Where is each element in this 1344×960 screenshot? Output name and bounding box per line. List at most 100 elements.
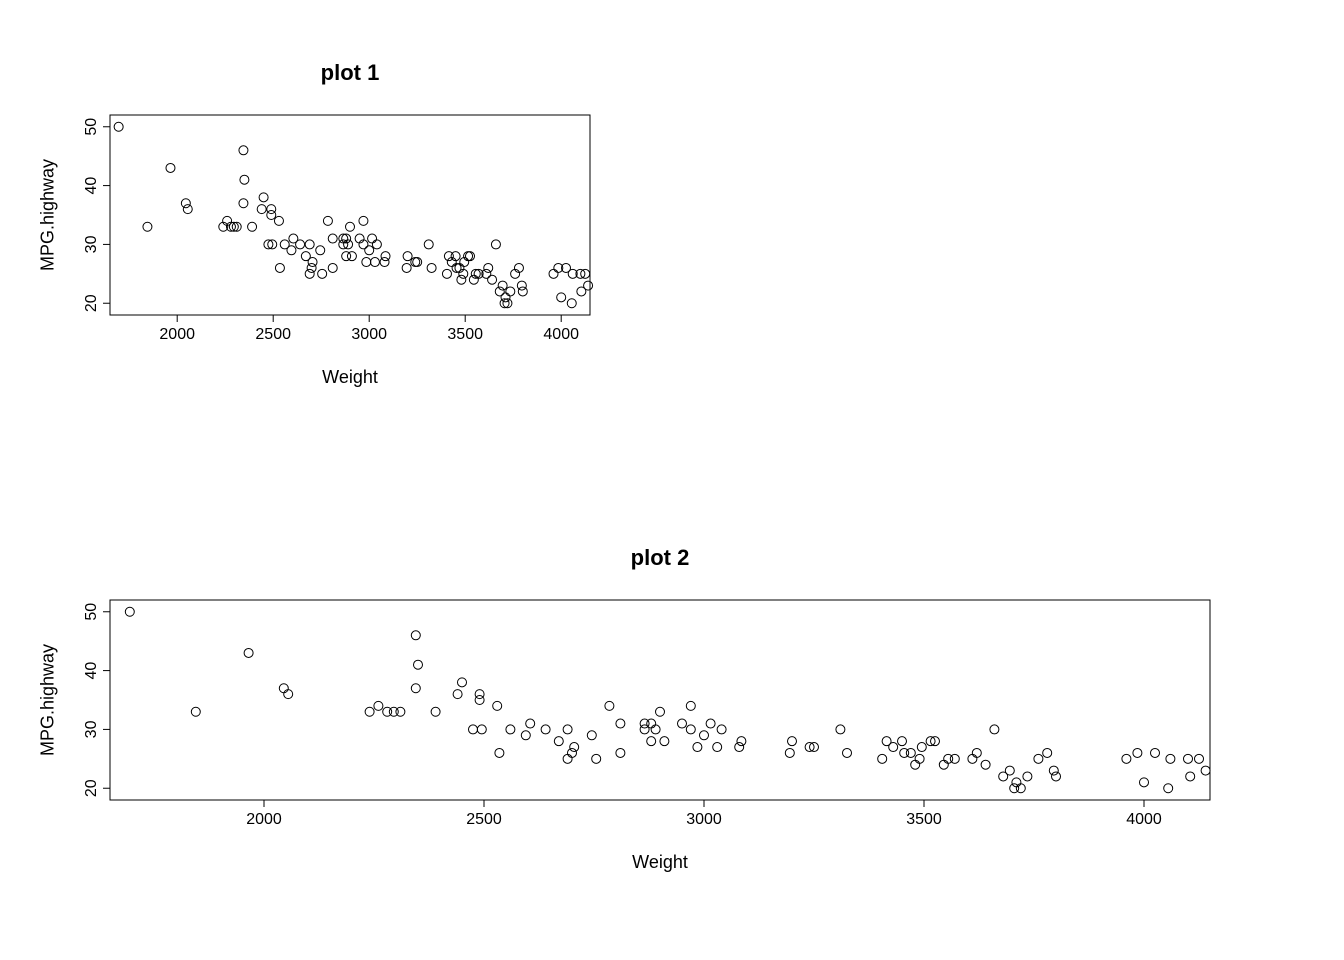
data-point	[1164, 784, 1173, 793]
plot2-title: plot 2	[631, 545, 690, 571]
data-point	[990, 725, 999, 734]
data-point	[557, 293, 566, 302]
plot2: 2000250030003500400020304050	[30, 590, 1220, 860]
data-point	[362, 258, 371, 267]
data-point	[328, 234, 337, 243]
x-tick-label: 2500	[466, 811, 502, 828]
data-point	[257, 205, 266, 214]
data-point	[475, 690, 484, 699]
data-point	[1016, 784, 1025, 793]
data-point	[584, 281, 593, 290]
data-point	[554, 737, 563, 746]
data-point	[469, 275, 478, 284]
x-tick-label: 4000	[543, 326, 579, 343]
data-point	[1166, 754, 1175, 763]
data-point	[411, 684, 420, 693]
data-point	[1184, 754, 1193, 763]
data-point	[1005, 766, 1014, 775]
data-point	[567, 299, 576, 308]
data-point	[239, 199, 248, 208]
data-point	[493, 701, 502, 710]
data-point	[1195, 754, 1204, 763]
data-point	[506, 725, 515, 734]
plot1-ylabel: MPG.highway	[38, 159, 59, 271]
data-point	[275, 263, 284, 272]
data-point	[240, 175, 249, 184]
data-point	[491, 240, 500, 249]
x-tick-label: 3500	[447, 326, 483, 343]
data-point	[1151, 748, 1160, 757]
data-point	[346, 222, 355, 231]
data-point	[328, 263, 337, 272]
x-tick-label: 2500	[255, 326, 291, 343]
data-point	[587, 731, 596, 740]
data-point	[1012, 778, 1021, 787]
data-point	[563, 754, 572, 763]
data-point	[372, 240, 381, 249]
data-point	[305, 240, 314, 249]
data-point	[981, 760, 990, 769]
data-point	[1023, 772, 1032, 781]
data-point	[616, 748, 625, 757]
data-point	[939, 760, 948, 769]
y-tick-label: 50	[83, 603, 100, 621]
data-point	[1133, 748, 1142, 757]
data-point	[323, 216, 332, 225]
data-point	[950, 754, 959, 763]
data-point	[359, 216, 368, 225]
data-point	[911, 760, 920, 769]
data-point	[308, 258, 317, 267]
data-point	[347, 252, 356, 261]
data-point	[1034, 754, 1043, 763]
y-tick-label: 30	[83, 235, 100, 253]
data-point	[403, 252, 412, 261]
data-point	[788, 737, 797, 746]
data-point	[656, 707, 665, 716]
x-tick-label: 4000	[1126, 811, 1162, 828]
data-point	[506, 287, 515, 296]
data-point	[1201, 766, 1210, 775]
data-point	[466, 252, 475, 261]
data-point	[700, 731, 709, 740]
data-point	[889, 743, 898, 752]
data-point	[563, 725, 572, 734]
data-point	[191, 707, 200, 716]
data-point	[248, 222, 257, 231]
data-point	[686, 701, 695, 710]
data-point	[501, 293, 510, 302]
data-point	[498, 281, 507, 290]
data-point	[296, 240, 305, 249]
y-tick-label: 50	[83, 118, 100, 136]
x-tick-label: 3000	[351, 326, 387, 343]
data-point	[279, 684, 288, 693]
data-point	[183, 205, 192, 214]
data-point	[166, 163, 175, 172]
x-tick-label: 3000	[686, 811, 722, 828]
data-point	[495, 748, 504, 757]
data-point	[785, 748, 794, 757]
data-point	[549, 269, 558, 278]
data-point	[1052, 772, 1061, 781]
data-point	[605, 701, 614, 710]
y-tick-label: 20	[83, 294, 100, 312]
data-point	[287, 246, 296, 255]
y-tick-label: 30	[83, 720, 100, 738]
data-point	[488, 275, 497, 284]
y-tick-label: 20	[83, 779, 100, 797]
data-point	[365, 707, 374, 716]
data-point	[477, 725, 486, 734]
data-point	[259, 193, 268, 202]
data-point	[453, 690, 462, 699]
data-point	[678, 719, 687, 728]
data-point	[316, 246, 325, 255]
data-point	[267, 205, 276, 214]
data-point	[1186, 772, 1195, 781]
data-point	[469, 725, 478, 734]
data-point	[518, 287, 527, 296]
data-point	[431, 707, 440, 716]
plot1: 2000250030003500400020304050	[30, 105, 600, 375]
plot1-title: plot 1	[321, 60, 380, 86]
data-point	[114, 122, 123, 131]
data-point	[647, 737, 656, 746]
x-tick-label: 2000	[159, 326, 195, 343]
